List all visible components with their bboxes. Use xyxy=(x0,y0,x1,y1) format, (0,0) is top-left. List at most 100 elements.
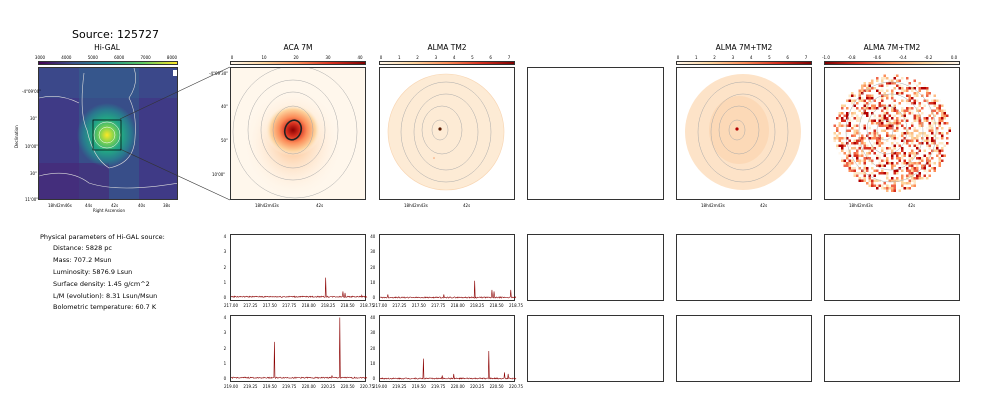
residual-pixel xyxy=(898,87,901,90)
residual-pixel xyxy=(873,107,876,110)
residual-pixel xyxy=(941,154,944,157)
spectrum-xtick: 217.25 xyxy=(243,303,258,308)
colorbar-tick-label: -0.6 xyxy=(873,55,882,60)
residual-pixel xyxy=(893,147,896,150)
residual-pixel xyxy=(871,182,874,185)
residual-pixel xyxy=(913,139,916,142)
residual-pixel xyxy=(856,149,859,152)
residual-pixel xyxy=(841,112,844,115)
colorbar-tick-label: 3000 xyxy=(34,55,46,60)
residual-pixel xyxy=(886,174,889,177)
residual-pixel xyxy=(883,142,886,145)
residual-pixel xyxy=(861,87,864,90)
residual-pixel xyxy=(906,77,909,80)
residual-pixel xyxy=(913,114,916,117)
residual-pixel xyxy=(878,84,881,87)
residual-pixel xyxy=(893,139,896,142)
residual-pixel xyxy=(948,127,951,130)
residual-pixel xyxy=(846,154,849,157)
residual-pixel xyxy=(888,119,891,122)
residual-pixel xyxy=(918,114,921,117)
residual-pixel xyxy=(878,124,881,127)
residual-pixel xyxy=(863,167,866,170)
residual-pixel xyxy=(861,149,864,152)
residual-pixel xyxy=(936,149,939,152)
residual-pixel xyxy=(921,124,924,127)
residual-map xyxy=(824,67,960,200)
residual-pixel xyxy=(906,102,909,105)
spectrum-xtick: 218.75 xyxy=(360,303,374,308)
residual-pixel xyxy=(883,187,886,190)
residual-pixel xyxy=(893,189,896,192)
spectrum-xtick: 218.75 xyxy=(509,303,523,308)
residual-pixel xyxy=(901,182,904,185)
residual-pixel xyxy=(888,184,891,187)
residual-pixel xyxy=(888,104,891,107)
residual-pixel xyxy=(911,162,914,165)
residual-pixel xyxy=(896,157,899,160)
colorbar-tick-label: 4 xyxy=(749,55,753,60)
higal-image xyxy=(39,68,177,199)
residual-pixel xyxy=(916,139,919,142)
residual-pixel xyxy=(906,139,909,142)
residual-pixel xyxy=(858,127,861,130)
residual-pixel xyxy=(881,137,884,140)
residual-pixel xyxy=(866,144,869,147)
residual-pixel xyxy=(878,99,881,102)
residual-pixel xyxy=(891,177,894,180)
residual-pixel xyxy=(871,79,874,82)
residual-pixel xyxy=(848,117,851,120)
residual-pixel xyxy=(891,154,894,157)
residual-pixel xyxy=(878,184,881,187)
residual-pixel xyxy=(893,152,896,155)
colorbar-tick-label: 10 xyxy=(261,55,267,60)
residual-pixel xyxy=(901,99,904,102)
residual-pixel xyxy=(931,142,934,145)
residual-pixel xyxy=(918,102,921,105)
residual-pixel xyxy=(851,92,854,95)
residual-pixel xyxy=(891,189,894,192)
residual-pixel xyxy=(886,77,889,80)
residual-pixel xyxy=(871,82,874,85)
residual-pixel xyxy=(858,117,861,120)
residual-pixel xyxy=(936,129,939,132)
residual-pixel xyxy=(888,114,891,117)
residual-pixel xyxy=(871,179,874,182)
residual-pixel xyxy=(876,144,879,147)
residual-pixel xyxy=(898,119,901,122)
residual-pixel xyxy=(881,129,884,132)
spectrum-xtick: 217.75 xyxy=(431,303,446,308)
residual-pixel xyxy=(916,162,919,165)
residual-pixel xyxy=(911,89,914,92)
residual-pixel xyxy=(893,179,896,182)
residual-pixel xyxy=(901,119,904,122)
residual-pixel xyxy=(906,187,909,190)
residual-pixel xyxy=(911,169,914,172)
combined-map xyxy=(676,67,812,200)
spectrum-xtick: 220.75 xyxy=(360,384,374,389)
residual-pixel xyxy=(848,129,851,132)
residual-pixel xyxy=(846,107,849,110)
residual-pixel xyxy=(903,137,906,140)
residual-pixel xyxy=(903,187,906,190)
residual-pixel xyxy=(936,112,939,115)
residual-pixel xyxy=(918,104,921,107)
residual-pixel xyxy=(901,149,904,152)
residual-pixel xyxy=(881,117,884,120)
residual-pixel xyxy=(938,124,941,127)
residual-pixel xyxy=(846,114,849,117)
residual-pixel xyxy=(878,164,881,167)
residual-pixel xyxy=(946,137,949,140)
residual-pixel xyxy=(926,119,929,122)
residual-pixel xyxy=(876,89,879,92)
residual-pixel xyxy=(908,157,911,160)
residual-pixel xyxy=(908,159,911,162)
residual-pixel xyxy=(871,132,874,135)
residual-pixel xyxy=(866,167,869,170)
spectrum-xtick: 218.50 xyxy=(340,303,355,308)
residual-pixel xyxy=(881,99,884,102)
residual-pixel xyxy=(853,134,856,137)
residual-pixel xyxy=(908,99,911,102)
residual-pixel xyxy=(908,134,911,137)
residual-pixel xyxy=(901,157,904,160)
